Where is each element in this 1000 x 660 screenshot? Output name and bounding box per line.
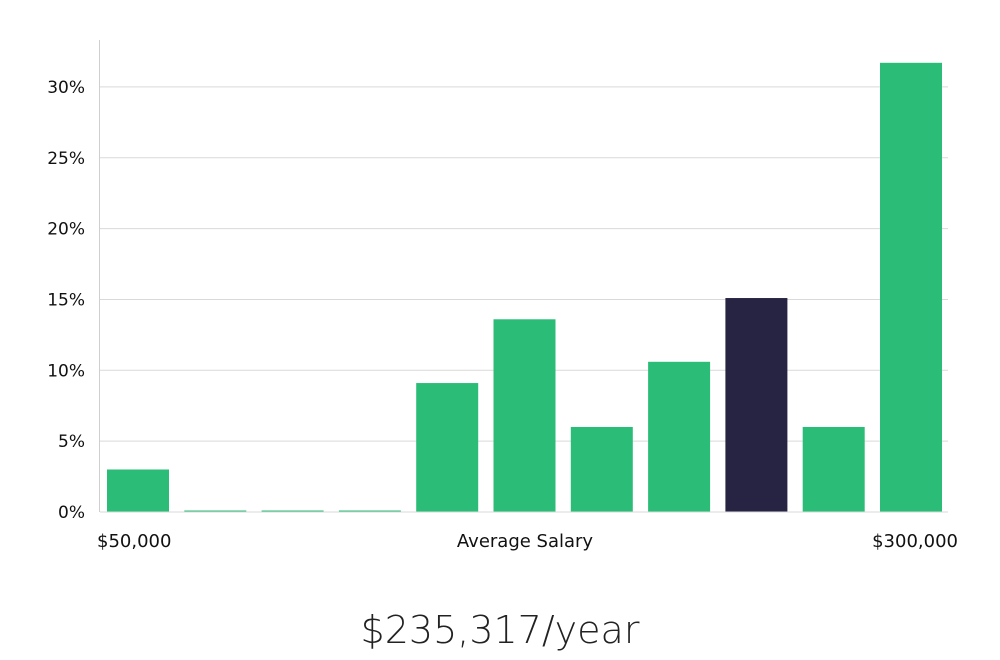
bar xyxy=(184,510,247,512)
bar-highlighted xyxy=(725,298,788,512)
x-axis-title: Average Salary xyxy=(457,531,594,552)
y-tick-label: 20% xyxy=(47,220,85,240)
x-axis-min-label: $50,000 xyxy=(97,531,171,552)
bar xyxy=(416,383,479,512)
y-tick-label: 25% xyxy=(47,149,85,169)
y-tick-label: 5% xyxy=(58,432,85,452)
bar xyxy=(107,469,169,512)
y-tick-label: 30% xyxy=(47,78,85,98)
y-tick-label: 10% xyxy=(47,361,85,381)
bars xyxy=(107,62,942,512)
bar xyxy=(648,361,711,512)
y-tick-label: 15% xyxy=(47,290,85,310)
bar xyxy=(570,426,633,512)
y-axis-ticks: 0% 5% 10% 15% 20% 25% 30% xyxy=(47,78,85,523)
bar xyxy=(338,510,401,512)
bar xyxy=(802,426,865,512)
bar xyxy=(261,510,324,512)
bar xyxy=(880,62,942,512)
y-tick-label: 0% xyxy=(58,503,85,523)
salary-histogram: 0% 5% 10% 15% 20% 25% 30% $50,000 Average Sala… xyxy=(47,40,958,552)
bar xyxy=(493,319,556,512)
average-salary-value: $235,317/year xyxy=(360,608,640,652)
x-axis-max-label: $300,000 xyxy=(872,531,958,552)
